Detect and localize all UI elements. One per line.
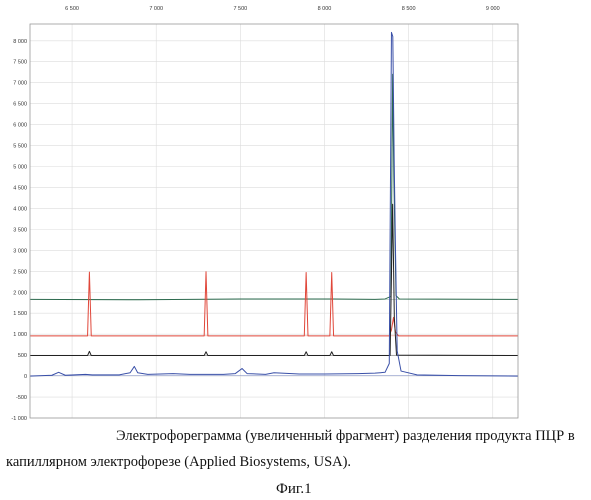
y-tick-label: 1 500 — [13, 311, 27, 317]
x-tick-label: 8 000 — [318, 6, 332, 12]
y-tick-label: 1 000 — [13, 332, 27, 338]
y-tick-label: 0 — [24, 374, 27, 380]
x-tick-label: 7 500 — [233, 6, 247, 12]
y-tick-label: 7 000 — [13, 81, 27, 87]
series-line-blue — [29, 31, 519, 377]
tick-label-layer: 8 000 7 500 7 000 6 500 6 000 5 500 5 000 4 500… — [11, 6, 499, 422]
series-line-black — [30, 203, 519, 357]
x-tick-label: 8 500 — [402, 6, 416, 12]
plot-frame — [29, 23, 519, 419]
y-tick-label: 5 000 — [13, 165, 27, 171]
grid-layer — [30, 24, 518, 419]
y-tick-label: 500 — [18, 353, 27, 359]
axis-layer — [29, 23, 519, 419]
y-tick-label: 6 000 — [13, 123, 27, 129]
y-tick-label: 8 000 — [13, 39, 27, 45]
caption-line-1: Электрофореграмма (увеличенный фрагмент)… — [116, 428, 575, 444]
y-tick-label: 2 500 — [13, 269, 27, 275]
y-tick-label: 4 000 — [13, 206, 27, 212]
y-tick-label: 2 000 — [13, 290, 27, 296]
x-tick-label: 7 000 — [149, 6, 163, 12]
y-tick-label: 7 500 — [13, 60, 27, 66]
y-tick-label: -1 000 — [11, 416, 27, 422]
y-tick-label: 5 500 — [13, 144, 27, 150]
y-tick-label: 4 500 — [13, 185, 27, 191]
series-layer — [29, 31, 519, 377]
y-tick-label: 3 000 — [13, 248, 27, 254]
caption-line-2: капиллярном электрофорезе (Applied Biosy… — [6, 454, 352, 470]
plot-area-background — [30, 24, 518, 418]
series-line-red — [30, 271, 518, 337]
x-tick-label: 9 000 — [486, 6, 500, 12]
y-tick-label: -500 — [16, 395, 27, 401]
figure-label: Фиг.1 — [276, 481, 312, 497]
x-tick-label: 6 500 — [65, 6, 79, 12]
y-tick-label: 6 500 — [13, 102, 27, 108]
y-tick-label: 3 500 — [13, 227, 27, 233]
